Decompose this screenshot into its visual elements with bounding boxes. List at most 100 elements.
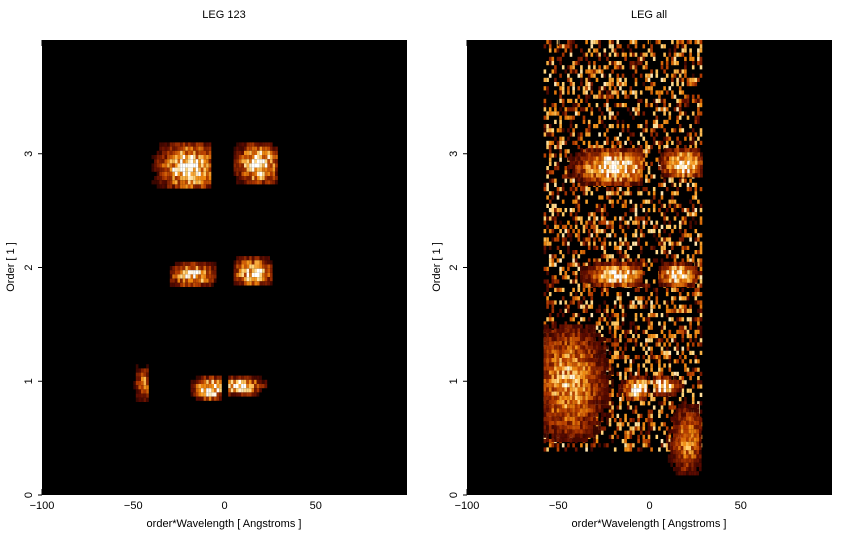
heatmap-cell — [238, 260, 242, 265]
heatmap-cell — [582, 250, 586, 255]
heatmap-cell — [611, 181, 615, 186]
heatmap-cell — [694, 187, 698, 192]
heatmap-cell — [694, 367, 698, 372]
heatmap-cell — [587, 391, 591, 396]
heatmap-cell — [570, 156, 573, 161]
heatmap-cell — [611, 401, 614, 406]
heatmap-cell — [652, 245, 656, 250]
heatmap-cell — [572, 408, 575, 413]
heatmap-cell — [554, 111, 557, 116]
heatmap-cell — [249, 272, 252, 278]
heatmap-cell — [600, 325, 604, 330]
heatmap-cell — [681, 245, 685, 250]
heatmap-cell — [606, 191, 609, 196]
heatmap-cell — [174, 270, 178, 275]
heatmap-cell — [629, 199, 633, 204]
heatmap-cell — [582, 224, 586, 229]
heatmap-cell — [241, 155, 244, 160]
heatmap-cell — [697, 119, 700, 124]
heatmap-cell — [561, 44, 565, 49]
heatmap-cell — [660, 371, 664, 376]
heatmap-cell — [619, 245, 622, 250]
heatmap-cell — [174, 282, 178, 287]
heatmap-cell — [639, 375, 642, 380]
heatmap-cell — [254, 163, 257, 168]
heatmap-cell — [603, 387, 607, 392]
heatmap-cell — [603, 169, 607, 174]
heatmap-cell — [699, 429, 702, 434]
heatmap-cell — [561, 412, 565, 417]
heatmap-cell — [172, 176, 175, 181]
heatmap-cell — [603, 132, 607, 137]
heatmap-cell — [546, 387, 549, 392]
heatmap-cell — [203, 266, 207, 271]
heatmap-cell — [174, 155, 178, 160]
heatmap-cell — [164, 159, 168, 164]
heatmap-cell — [577, 266, 581, 271]
heatmap-cell — [606, 56, 609, 61]
heatmap-cell — [600, 408, 604, 413]
heatmap-cell — [683, 408, 686, 413]
heatmap-cell — [663, 384, 667, 389]
heatmap-cell — [645, 161, 648, 166]
heatmap-cell — [588, 156, 591, 161]
x-axis-label: order*Wavelength [ Angstroms ] — [572, 518, 727, 530]
heatmap-cell — [190, 159, 194, 164]
heatmap-cell — [193, 171, 196, 176]
heatmap-cell — [187, 171, 191, 176]
heatmap-cell — [608, 44, 612, 49]
heatmap-cell — [238, 392, 242, 397]
heatmap-cell — [190, 167, 194, 172]
heatmap-cell — [692, 266, 695, 271]
heatmap-cell — [187, 266, 191, 271]
heatmap-cell — [655, 388, 659, 393]
heatmap-cell — [660, 224, 664, 229]
heatmap-cell — [208, 388, 212, 393]
heatmap-cell — [187, 261, 191, 266]
heatmap-cell — [635, 160, 638, 165]
heatmap-cell — [598, 69, 601, 74]
heatmap-cell — [206, 142, 209, 147]
heatmap-cell — [559, 391, 562, 396]
heatmap-cell — [582, 308, 586, 313]
heatmap-cell — [692, 156, 695, 161]
heatmap-cell — [572, 379, 575, 384]
heatmap-cell — [543, 404, 547, 409]
heatmap-cell — [551, 324, 555, 329]
heatmap-cell — [569, 153, 573, 158]
heatmap-cell — [580, 404, 583, 409]
heatmap-cell — [556, 145, 560, 150]
heatmap-cell — [580, 408, 583, 413]
heatmap-cell — [640, 160, 643, 165]
heatmap-cell — [650, 409, 653, 414]
heatmap-cell — [569, 178, 573, 183]
heatmap-cell — [243, 384, 247, 389]
heatmap-cell — [618, 384, 621, 389]
heatmap-cell — [621, 266, 625, 271]
heatmap-cell — [684, 380, 687, 385]
heatmap-cell — [556, 362, 560, 367]
heatmap-cell — [141, 376, 144, 381]
heatmap-cell — [682, 270, 685, 275]
heatmap-cell — [679, 384, 682, 389]
heatmap-cell — [595, 345, 599, 350]
heatmap-cell — [585, 164, 589, 170]
heatmap-cell — [572, 132, 575, 137]
heatmap-cell — [611, 405, 614, 410]
heatmap-cell — [696, 429, 699, 434]
heatmap-cell — [694, 191, 698, 196]
heatmap-cell — [601, 152, 604, 157]
heatmap-cell — [267, 155, 270, 160]
heatmap-cell — [637, 367, 640, 372]
heatmap-cell — [661, 270, 664, 275]
heatmap-cell — [621, 282, 625, 287]
heatmap-cell — [582, 283, 586, 288]
heatmap-cell — [596, 148, 599, 153]
heatmap-cell — [678, 203, 682, 208]
heatmap-cell — [246, 256, 250, 261]
heatmap-cell — [574, 271, 578, 276]
heatmap-cell — [574, 250, 578, 255]
heatmap-cell — [616, 119, 620, 124]
heatmap-cell — [172, 150, 175, 155]
heatmap-cell — [559, 56, 562, 61]
